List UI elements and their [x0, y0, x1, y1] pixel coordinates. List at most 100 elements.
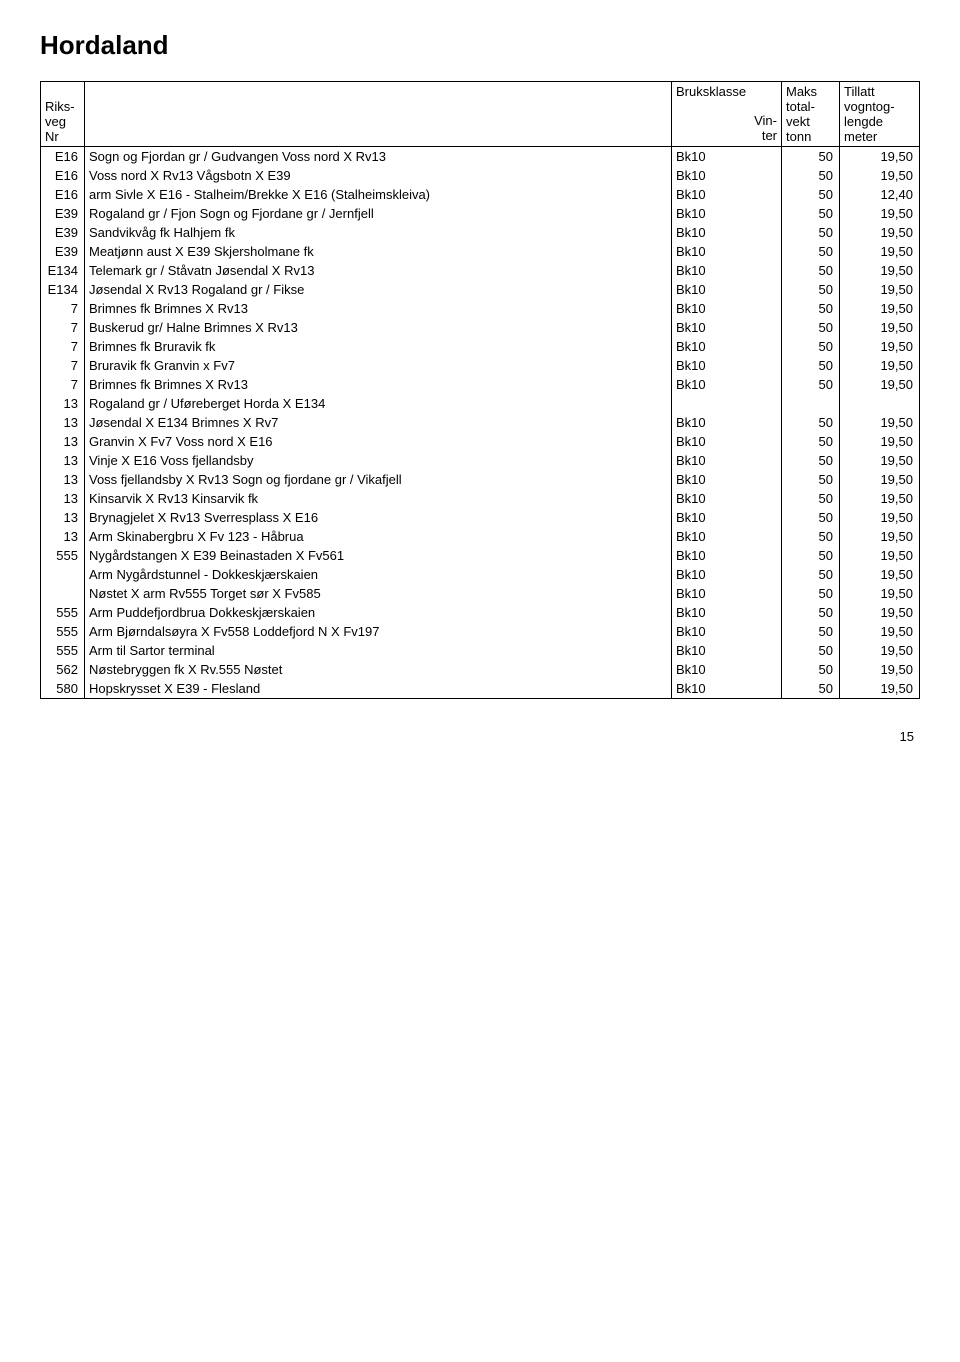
cell-vekt: 50 — [782, 261, 840, 280]
cell-nr: E16 — [41, 147, 85, 167]
cell-desc: Meatjønn aust X E39 Skjersholmane fk — [85, 242, 672, 261]
cell-desc: Jøsendal X E134 Brimnes X Rv7 — [85, 413, 672, 432]
cell-len: 19,50 — [840, 204, 920, 223]
cell-bk: Bk10 — [672, 603, 782, 622]
cell-len: 19,50 — [840, 432, 920, 451]
road-table: Riks- veg Nr Bruksklasse Vin- ter Maks t… — [40, 81, 920, 699]
cell-vekt: 50 — [782, 432, 840, 451]
table-row: 7Brimnes fk Brimnes X Rv13Bk105019,50 — [41, 299, 920, 318]
cell-bk: Bk10 — [672, 508, 782, 527]
cell-vekt: 50 — [782, 356, 840, 375]
table-row: 580Hopskrysset X E39 - FleslandBk105019,… — [41, 679, 920, 699]
cell-nr: E39 — [41, 204, 85, 223]
cell-nr: 13 — [41, 394, 85, 413]
cell-desc: Brimnes fk Brimnes X Rv13 — [85, 375, 672, 394]
cell-bk: Bk10 — [672, 432, 782, 451]
table-row: 13Voss fjellandsby X Rv13 Sogn og fjorda… — [41, 470, 920, 489]
cell-desc: Brimnes fk Bruravik fk — [85, 337, 672, 356]
cell-len: 19,50 — [840, 603, 920, 622]
page-title: Hordaland — [40, 30, 920, 61]
cell-bk: Bk10 — [672, 565, 782, 584]
cell-nr — [41, 565, 85, 584]
table-row: E16Voss nord X Rv13 Vågsbotn X E39Bk1050… — [41, 166, 920, 185]
cell-vekt: 50 — [782, 185, 840, 204]
cell-bk: Bk10 — [672, 299, 782, 318]
cell-vekt: 50 — [782, 242, 840, 261]
cell-vekt: 50 — [782, 337, 840, 356]
cell-nr: 7 — [41, 337, 85, 356]
cell-vekt: 50 — [782, 622, 840, 641]
page-number: 15 — [40, 729, 920, 744]
cell-len: 19,50 — [840, 584, 920, 603]
cell-len — [840, 394, 920, 413]
cell-nr: E16 — [41, 185, 85, 204]
cell-len: 19,50 — [840, 318, 920, 337]
cell-desc: Sogn og Fjordan gr / Gudvangen Voss nord… — [85, 147, 672, 167]
cell-bk: Bk10 — [672, 527, 782, 546]
cell-bk: Bk10 — [672, 413, 782, 432]
table-row: E39Rogaland gr / Fjon Sogn og Fjordane g… — [41, 204, 920, 223]
cell-bk: Bk10 — [672, 546, 782, 565]
table-row: 7Brimnes fk Bruravik fkBk105019,50 — [41, 337, 920, 356]
cell-bk: Bk10 — [672, 375, 782, 394]
cell-len: 19,50 — [840, 641, 920, 660]
cell-nr: E39 — [41, 242, 85, 261]
cell-nr: 555 — [41, 546, 85, 565]
cell-nr: 13 — [41, 489, 85, 508]
cell-vekt: 50 — [782, 280, 840, 299]
cell-len: 19,50 — [840, 489, 920, 508]
table-row: E39Meatjønn aust X E39 Skjersholmane fkB… — [41, 242, 920, 261]
header-riksveg: Riks- veg Nr — [41, 82, 85, 147]
cell-desc: Hopskrysset X E39 - Flesland — [85, 679, 672, 699]
cell-desc: Buskerud gr/ Halne Brimnes X Rv13 — [85, 318, 672, 337]
cell-bk: Bk10 — [672, 261, 782, 280]
cell-len: 19,50 — [840, 546, 920, 565]
cell-nr: 13 — [41, 508, 85, 527]
cell-bk: Bk10 — [672, 280, 782, 299]
cell-len: 19,50 — [840, 147, 920, 167]
cell-len: 19,50 — [840, 261, 920, 280]
cell-bk: Bk10 — [672, 185, 782, 204]
table-row: 7Buskerud gr/ Halne Brimnes X Rv13Bk1050… — [41, 318, 920, 337]
cell-len: 19,50 — [840, 356, 920, 375]
table-row: 555Arm til Sartor terminalBk105019,50 — [41, 641, 920, 660]
cell-vekt: 50 — [782, 489, 840, 508]
cell-bk — [672, 394, 782, 413]
cell-nr: 7 — [41, 318, 85, 337]
cell-len: 19,50 — [840, 242, 920, 261]
cell-desc: Arm til Sartor terminal — [85, 641, 672, 660]
table-row: E39Sandvikvåg fk Halhjem fkBk105019,50 — [41, 223, 920, 242]
cell-vekt: 50 — [782, 166, 840, 185]
cell-vekt: 50 — [782, 451, 840, 470]
cell-len: 19,50 — [840, 337, 920, 356]
cell-bk: Bk10 — [672, 166, 782, 185]
header-maks: Maks total- vekt tonn — [782, 82, 840, 147]
cell-vekt: 50 — [782, 318, 840, 337]
table-row: 13Rogaland gr / Uføreberget Horda X E134 — [41, 394, 920, 413]
cell-desc: Vinje X E16 Voss fjellandsby — [85, 451, 672, 470]
cell-bk: Bk10 — [672, 204, 782, 223]
cell-desc: Kinsarvik X Rv13 Kinsarvik fk — [85, 489, 672, 508]
table-row: E16arm Sivle X E16 - Stalheim/Brekke X E… — [41, 185, 920, 204]
cell-len: 19,50 — [840, 470, 920, 489]
cell-bk: Bk10 — [672, 660, 782, 679]
cell-bk: Bk10 — [672, 470, 782, 489]
cell-vekt: 50 — [782, 641, 840, 660]
table-row: 13Granvin X Fv7 Voss nord X E16Bk105019,… — [41, 432, 920, 451]
cell-vekt: 50 — [782, 299, 840, 318]
cell-vekt: 50 — [782, 660, 840, 679]
cell-vekt: 50 — [782, 679, 840, 699]
cell-vekt: 50 — [782, 584, 840, 603]
table-row: 562Nøstebryggen fk X Rv.555 NøstetBk1050… — [41, 660, 920, 679]
cell-desc: Voss nord X Rv13 Vågsbotn X E39 — [85, 166, 672, 185]
cell-bk: Bk10 — [672, 489, 782, 508]
cell-len: 19,50 — [840, 679, 920, 699]
cell-bk: Bk10 — [672, 679, 782, 699]
cell-nr: 555 — [41, 603, 85, 622]
table-row: 13Kinsarvik X Rv13 Kinsarvik fkBk105019,… — [41, 489, 920, 508]
cell-desc: Nygårdstangen X E39 Beinastaden X Fv561 — [85, 546, 672, 565]
cell-len: 12,40 — [840, 185, 920, 204]
cell-nr: E16 — [41, 166, 85, 185]
cell-desc: Voss fjellandsby X Rv13 Sogn og fjordane… — [85, 470, 672, 489]
cell-desc: Nøstebryggen fk X Rv.555 Nøstet — [85, 660, 672, 679]
